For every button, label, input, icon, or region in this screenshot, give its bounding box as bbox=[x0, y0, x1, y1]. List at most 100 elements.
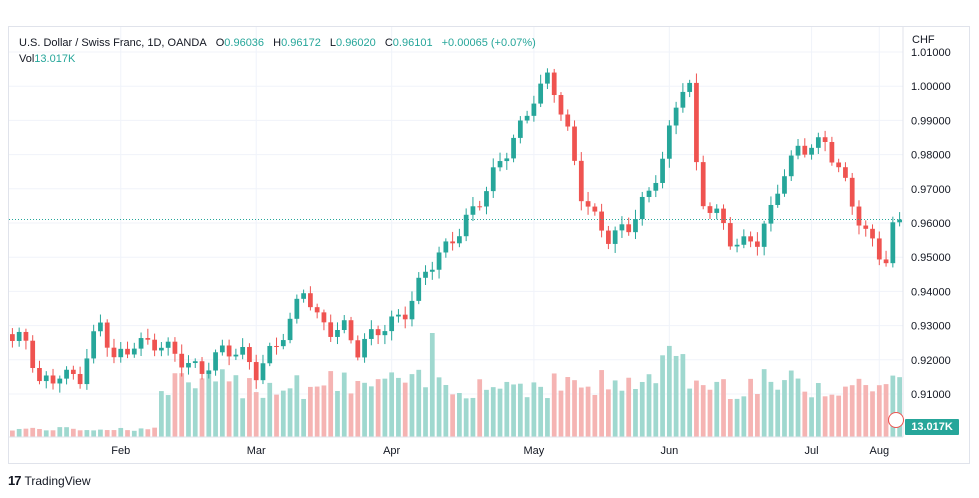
volume-bar bbox=[592, 394, 598, 437]
candle-body bbox=[782, 176, 787, 194]
candle-body bbox=[443, 241, 449, 253]
candle-body bbox=[700, 162, 706, 207]
candle-body bbox=[856, 206, 862, 226]
candle-body bbox=[125, 348, 130, 355]
candle-body bbox=[382, 331, 388, 336]
candle-body bbox=[145, 338, 151, 340]
candle-body bbox=[660, 158, 665, 183]
candle-body bbox=[599, 211, 604, 231]
volume-bar bbox=[585, 386, 591, 437]
candle-body bbox=[639, 196, 645, 220]
volume-bar bbox=[626, 377, 632, 437]
time-axis: Feb Mar Apr May Jun Jul Aug bbox=[9, 436, 903, 457]
volume-bar bbox=[822, 396, 828, 437]
candle-body bbox=[308, 293, 313, 308]
candle-body bbox=[362, 338, 367, 358]
candle-body bbox=[457, 236, 462, 244]
volume-bar bbox=[64, 427, 69, 437]
candle-body bbox=[463, 214, 469, 237]
candle-body bbox=[606, 230, 611, 244]
candle-body bbox=[64, 369, 69, 379]
candle-body bbox=[890, 222, 896, 264]
candle-body bbox=[233, 354, 239, 357]
candle-body bbox=[538, 83, 544, 104]
x-tick-label: Jun bbox=[660, 445, 678, 457]
volume-bar bbox=[104, 430, 110, 437]
candle-body bbox=[687, 82, 693, 92]
candle-body bbox=[84, 358, 90, 385]
volume-bar bbox=[517, 383, 523, 437]
candle-body bbox=[673, 107, 679, 126]
candle-body bbox=[477, 206, 483, 208]
symbol-title: U.S. Dollar / Swiss Franc, 1D, OANDA bbox=[19, 37, 207, 49]
candle-body bbox=[836, 162, 842, 168]
volume-bar bbox=[396, 377, 401, 437]
y-tick-label: 0.92000 bbox=[911, 355, 951, 367]
volume-bar bbox=[788, 370, 794, 437]
volume-bar bbox=[782, 380, 787, 437]
volume-bar bbox=[531, 382, 537, 437]
volume-bar bbox=[308, 386, 313, 437]
candle-body bbox=[186, 363, 191, 368]
volume-bar bbox=[267, 382, 273, 437]
candle-body bbox=[558, 95, 564, 115]
volume-bar bbox=[700, 385, 706, 437]
volume-bar bbox=[131, 430, 137, 437]
volume-bar bbox=[666, 345, 672, 437]
candle-body bbox=[98, 322, 103, 332]
volume-bar bbox=[578, 387, 584, 437]
scale-mode-icon[interactable] bbox=[888, 412, 904, 428]
candle-body bbox=[226, 345, 232, 357]
volume-bar bbox=[457, 392, 462, 437]
volume-bar bbox=[524, 397, 530, 437]
candle-body bbox=[843, 167, 848, 178]
volume-bar bbox=[694, 380, 699, 437]
y-tick-label: 0.99000 bbox=[911, 115, 951, 127]
candle-body bbox=[849, 177, 855, 207]
candle-body bbox=[348, 320, 354, 341]
volume-bar bbox=[572, 380, 577, 437]
candle-body bbox=[727, 223, 733, 247]
volume-bars bbox=[10, 333, 902, 437]
volume-bar bbox=[186, 382, 191, 437]
volume-bar bbox=[775, 389, 781, 437]
low-value: 0.96020 bbox=[336, 37, 376, 49]
y-tick-label: 0.96000 bbox=[911, 218, 951, 230]
x-tick-label: Apr bbox=[383, 445, 400, 457]
candle-body bbox=[714, 208, 720, 213]
x-tick-label: Feb bbox=[111, 445, 130, 457]
candle-body bbox=[741, 236, 747, 245]
volume-bar bbox=[199, 378, 205, 437]
tradingview-mark-icon: 17 bbox=[8, 473, 22, 488]
candle-body bbox=[321, 312, 327, 323]
volume-bar bbox=[443, 384, 449, 437]
y-tick-label: 0.95000 bbox=[911, 252, 951, 264]
volume-bar bbox=[721, 379, 726, 437]
candle-body bbox=[694, 82, 699, 163]
volume-bar bbox=[23, 428, 29, 437]
candle-body bbox=[578, 160, 584, 202]
tradingview-logo[interactable]: 17 TradingView bbox=[8, 473, 91, 488]
candle-body bbox=[450, 241, 455, 244]
candle-body bbox=[355, 340, 361, 358]
currency-label: CHF bbox=[912, 34, 935, 46]
volume-bar bbox=[98, 429, 103, 437]
candle-body bbox=[368, 329, 374, 339]
volume-bar bbox=[43, 430, 49, 437]
volume-bar bbox=[809, 397, 814, 437]
volume-bar bbox=[890, 375, 896, 437]
low-label: L bbox=[329, 37, 337, 49]
y-tick-label: 0.93000 bbox=[911, 321, 951, 333]
candle-body bbox=[748, 236, 753, 242]
volume-bar bbox=[802, 391, 808, 437]
candle-body bbox=[775, 193, 781, 205]
volume-bar bbox=[247, 378, 252, 437]
close-label: C bbox=[384, 37, 393, 49]
candle-body bbox=[619, 224, 625, 231]
candle-body bbox=[287, 318, 293, 341]
volume-bar bbox=[484, 389, 489, 437]
volume-bar bbox=[280, 390, 286, 437]
volume-bar bbox=[50, 430, 56, 437]
candle-body bbox=[592, 206, 598, 212]
volume-bar bbox=[91, 430, 97, 437]
